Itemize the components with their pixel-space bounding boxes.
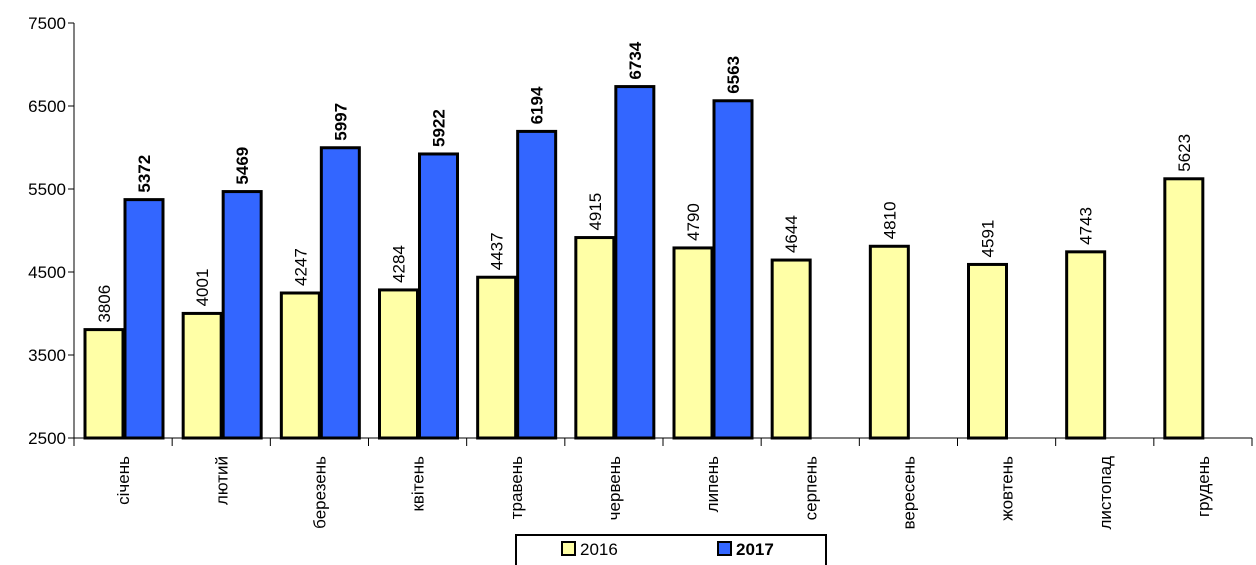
y-axis: 2500 3500 4500 5500 6500 7500 <box>28 14 75 448</box>
x-tick-label: січень <box>114 456 133 505</box>
bar-2016 <box>476 275 518 440</box>
x-tick-label: грудень <box>1194 456 1213 517</box>
legend: 2016 2017 <box>515 534 827 565</box>
legend-box <box>515 534 827 565</box>
bar-2016 <box>967 262 1008 440</box>
x-axis: січень лютий березень квітень травень червень… <box>73 437 1253 530</box>
data-label-2016: 4790 <box>684 203 703 241</box>
x-tick-label: серпень <box>801 456 820 520</box>
data-label-2017: 5997 <box>331 103 350 141</box>
value-labels: 3806 5372 4001 5469 4247 5997 4284 5922 4437 6194… <box>95 41 1194 322</box>
legend-swatch-2017 <box>717 541 732 556</box>
y-tick-label: 3500 <box>28 346 66 365</box>
data-label-2016: 3806 <box>95 285 114 323</box>
bar-2016 <box>1163 177 1205 440</box>
bar-2017 <box>712 99 754 440</box>
x-tick-label: жовтень <box>998 456 1017 521</box>
data-label-2017: 5469 <box>233 147 252 185</box>
legend-label-2017: 2017 <box>736 540 774 559</box>
data-label-2016: 4437 <box>488 232 507 270</box>
x-tick-label: червень <box>605 456 624 520</box>
x-tick-label: листопад <box>1096 456 1115 530</box>
bar-2016 <box>574 236 616 440</box>
data-label-2016: 4644 <box>782 215 801 253</box>
data-label-2017: 5372 <box>135 155 154 193</box>
data-label-2016: 4247 <box>291 248 310 286</box>
bar-2016 <box>1065 250 1107 440</box>
bar-2017 <box>516 129 558 440</box>
y-tick-label: 7500 <box>28 14 66 33</box>
y-tick-label: 5500 <box>28 180 66 199</box>
y-tick-label: 2500 <box>28 429 66 448</box>
bar-2017 <box>418 152 459 440</box>
data-label-2016: 4810 <box>880 201 899 239</box>
data-label-2017: 6563 <box>724 56 743 94</box>
data-label-2016: 4915 <box>586 193 605 231</box>
data-label-2017: 5922 <box>430 109 449 147</box>
data-label-2017: 6734 <box>626 41 645 79</box>
x-tick-label: березень <box>310 456 329 529</box>
y-tick-label: 4500 <box>28 263 66 282</box>
bar-2017 <box>221 190 263 440</box>
bar-2017 <box>319 146 361 440</box>
bar-2017 <box>614 85 656 440</box>
x-tick-label: лютий <box>212 456 231 505</box>
y-tick-label: 6500 <box>28 97 66 116</box>
x-tick-label: квітень <box>409 456 428 512</box>
bar-2016 <box>672 246 714 440</box>
x-tick-label: липень <box>703 456 722 512</box>
bar-2016 <box>770 258 812 440</box>
x-tick-label: вересень <box>899 456 918 530</box>
bar-2017 <box>123 198 165 440</box>
data-label-2016: 4001 <box>193 269 212 307</box>
legend-label-2016: 2016 <box>580 540 618 559</box>
bar-2016 <box>868 244 910 440</box>
data-label-2016: 5623 <box>1175 134 1194 172</box>
legend-swatch-2016 <box>561 541 576 556</box>
bar-2016 <box>181 311 223 440</box>
data-label-2016: 4284 <box>390 245 409 283</box>
bar-2016 <box>378 288 419 440</box>
bar-2016 <box>279 291 321 440</box>
x-tick-label: травень <box>507 456 526 519</box>
data-label-2016: 4591 <box>979 220 998 258</box>
bar-2016 <box>83 328 125 440</box>
data-label-2017: 6194 <box>528 86 547 124</box>
bars <box>83 85 1205 440</box>
data-label-2016: 4743 <box>1077 207 1096 245</box>
